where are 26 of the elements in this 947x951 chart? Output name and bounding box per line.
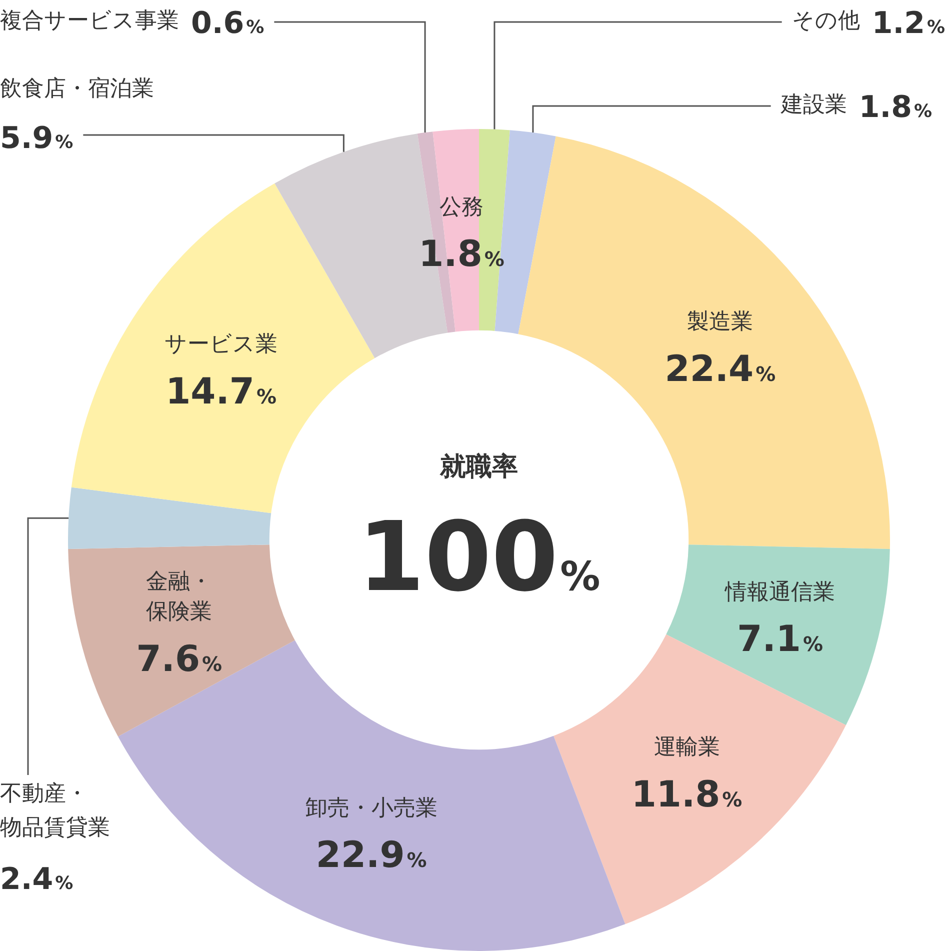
data-label: 22.4% bbox=[664, 348, 776, 390]
slice-label: 飲食店・宿泊業 bbox=[0, 76, 154, 102]
text: 就職率 bbox=[439, 452, 518, 482]
slice-label: 不動産・物品賃貸業 bbox=[0, 782, 110, 841]
slice-label: 製造業 bbox=[687, 310, 754, 335]
data-label: 1.8% bbox=[418, 234, 504, 276]
data-label: 22.9% bbox=[316, 835, 427, 876]
data-label: 1.8% bbox=[858, 90, 932, 125]
data-label: 14.7% bbox=[166, 372, 276, 413]
data-label: 7.1% bbox=[737, 619, 823, 660]
slice-label: その他 bbox=[792, 8, 860, 34]
slice-label: 公務 bbox=[439, 194, 484, 220]
data-label: 0.6% bbox=[191, 6, 264, 41]
data-label: 5.9% bbox=[0, 121, 74, 156]
slice-label: 金融・保険業 bbox=[146, 570, 212, 625]
slice-label: 運輸業 bbox=[654, 735, 720, 760]
slice-label: 建設業 bbox=[780, 92, 847, 118]
data-label: 2.4% bbox=[0, 862, 74, 897]
slice-label: サービス業 bbox=[164, 332, 278, 358]
data-label: 11.8% bbox=[631, 774, 742, 816]
text: 100% bbox=[358, 501, 600, 613]
data-label: 7.6% bbox=[136, 638, 222, 680]
slice-label: 卸売・小売業 bbox=[305, 796, 438, 821]
data-label: 1.2% bbox=[872, 6, 946, 41]
slice-label: 複合サービス事業 bbox=[0, 8, 179, 34]
slice-label: 情報通信業 bbox=[724, 580, 836, 605]
